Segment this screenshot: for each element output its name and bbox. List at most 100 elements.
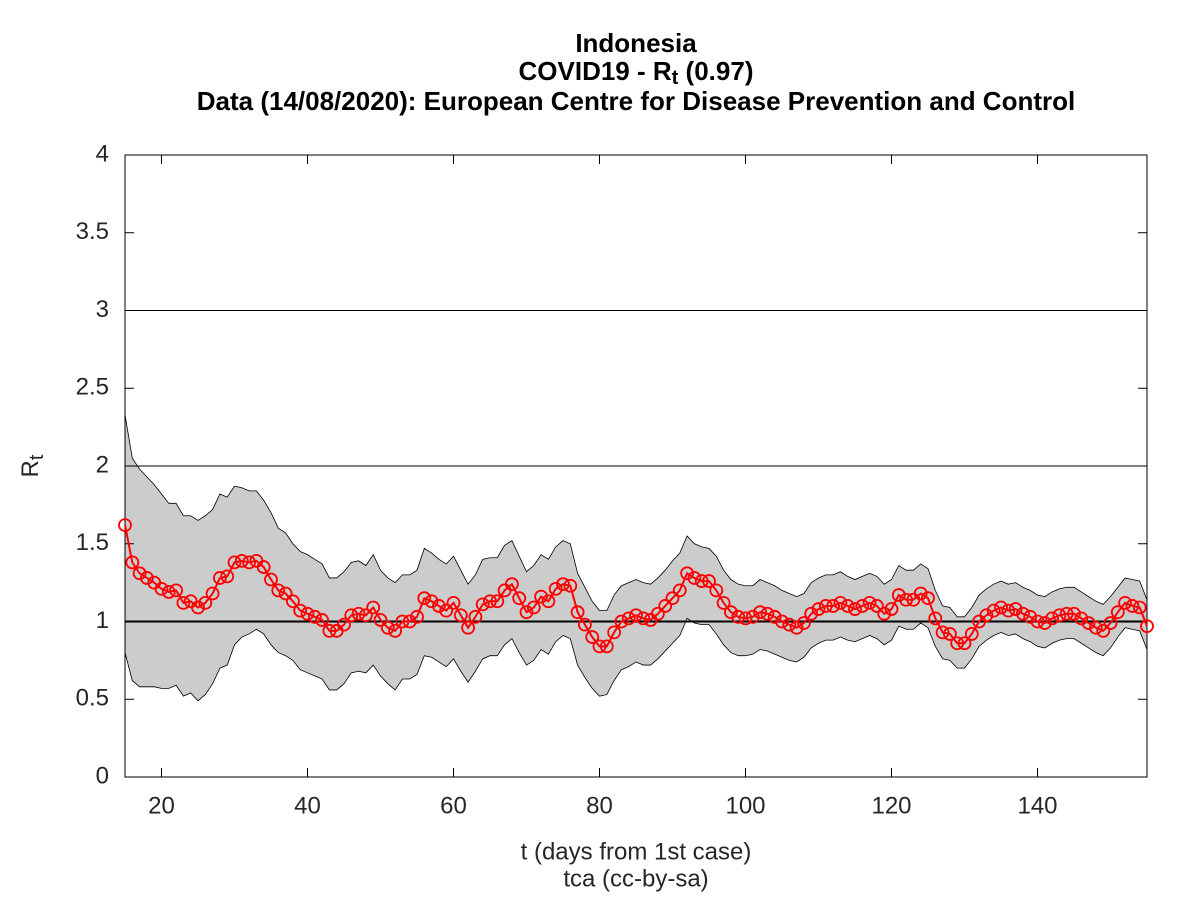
data-point <box>753 605 767 620</box>
x-axis-label: t (days from 1st case) <box>521 838 752 865</box>
data-point <box>1089 620 1103 635</box>
data-point <box>870 599 884 613</box>
data-point <box>935 625 950 640</box>
data-point <box>154 581 169 596</box>
y-tick-label: 1.5 <box>76 529 109 556</box>
data-point <box>818 599 833 613</box>
data-point <box>592 639 607 654</box>
data-point <box>636 611 651 626</box>
band-lower-edge <box>124 617 1148 702</box>
data-point <box>840 599 855 613</box>
credit: tca (cc-by-sa) <box>563 865 708 892</box>
x-tick-label: 60 <box>440 792 467 819</box>
data-point <box>526 600 541 615</box>
data-point <box>169 583 184 598</box>
data-point <box>767 609 782 624</box>
data-point <box>877 606 892 621</box>
y-tick-label: 2.5 <box>76 374 109 401</box>
y-tick-label: 1 <box>96 607 109 634</box>
data-point <box>731 609 746 624</box>
data-point <box>417 591 432 606</box>
data-point <box>242 555 257 570</box>
data-point <box>899 592 913 607</box>
data-point <box>629 608 643 623</box>
data-point <box>986 603 1001 618</box>
subtitle-subscript: t <box>672 67 679 89</box>
data-point <box>921 591 935 606</box>
data-point <box>891 588 906 602</box>
data-point <box>680 566 694 581</box>
data-point <box>1110 605 1125 620</box>
data-point <box>797 616 811 630</box>
data-point <box>833 595 848 610</box>
data-point <box>278 586 293 601</box>
data-point <box>913 586 928 601</box>
data-point <box>651 606 665 621</box>
data-point <box>621 611 636 626</box>
data-point <box>205 586 220 601</box>
data-point <box>504 577 519 592</box>
data-point <box>1096 623 1111 638</box>
data-point <box>271 583 286 598</box>
data-point <box>658 599 673 613</box>
data-point <box>424 594 439 609</box>
data-point <box>1023 609 1038 624</box>
x-tick-label: 20 <box>148 792 175 819</box>
data-point <box>556 577 570 592</box>
data-point <box>745 609 760 624</box>
data-point <box>789 620 804 635</box>
data-point <box>227 555 242 570</box>
data-point <box>212 571 227 585</box>
data-point <box>1037 616 1052 630</box>
data-point <box>804 606 819 621</box>
data-point <box>380 620 395 635</box>
data-point <box>285 594 300 609</box>
data-point <box>264 572 278 587</box>
data-point <box>760 606 775 621</box>
data-point <box>490 594 505 609</box>
data-point <box>848 602 862 616</box>
data-point <box>118 518 132 532</box>
chart-subtitle: COVID19 - Rt (0.97) <box>519 56 754 89</box>
data-point <box>775 614 789 629</box>
data-point <box>358 608 373 623</box>
data-point <box>884 602 899 616</box>
band-upper-edge <box>124 414 1148 618</box>
y-tick-label: 0.5 <box>76 685 109 712</box>
subtitle-text: (0.97) <box>678 56 753 86</box>
data-point <box>395 614 410 629</box>
data-point <box>672 583 687 598</box>
data-point <box>351 606 366 621</box>
data-point <box>461 620 476 635</box>
data-point <box>811 602 826 616</box>
data-point <box>782 617 797 632</box>
data-point <box>475 597 490 612</box>
data-point <box>161 585 176 599</box>
series-line <box>124 524 1148 648</box>
data-point <box>315 613 330 627</box>
data-point <box>139 571 154 585</box>
data-point <box>439 603 454 618</box>
data-point <box>1140 619 1154 634</box>
data-point <box>1081 616 1096 630</box>
data-point <box>125 555 140 570</box>
data-point <box>1103 616 1118 630</box>
data-point <box>950 636 965 651</box>
data-point <box>431 599 446 613</box>
y-tick-label: 0 <box>96 762 109 789</box>
data-point <box>541 594 556 609</box>
data-point <box>563 578 578 593</box>
x-tick-label: 100 <box>725 792 765 819</box>
y-label-text: R <box>17 460 44 477</box>
data-point <box>388 623 403 638</box>
data-point <box>534 589 548 604</box>
data-point <box>943 627 957 641</box>
data-point <box>979 608 994 623</box>
data-point <box>1052 608 1067 623</box>
data-point <box>512 591 527 606</box>
data-point <box>570 605 585 620</box>
data-point <box>578 617 592 632</box>
data-point <box>1067 606 1081 621</box>
